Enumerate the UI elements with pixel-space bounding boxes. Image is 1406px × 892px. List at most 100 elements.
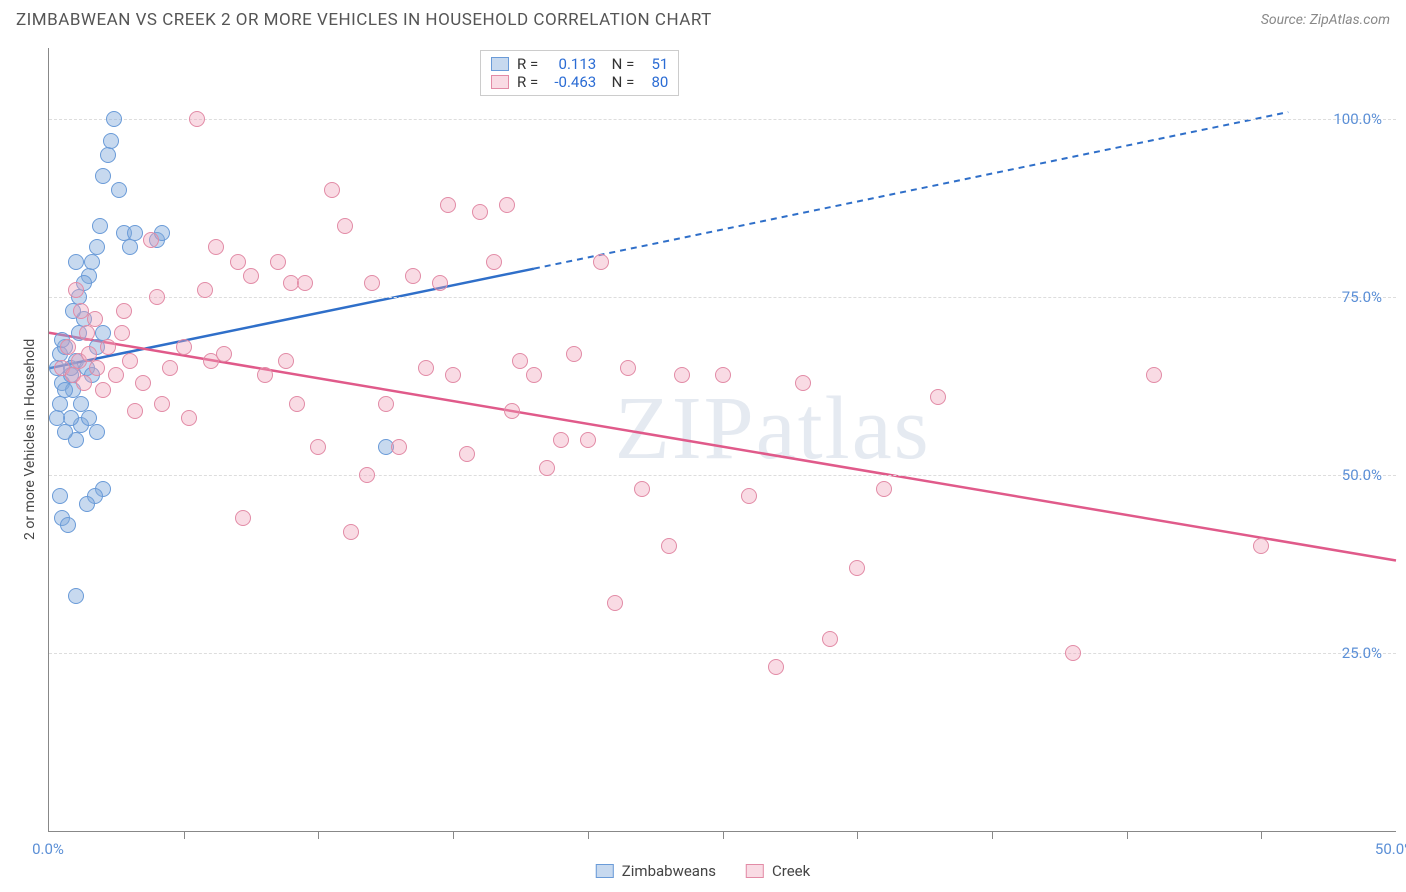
- chart-header: ZIMBABWEAN VS CREEK 2 OR MORE VEHICLES I…: [0, 0, 1406, 36]
- x-tick: [1127, 831, 1128, 839]
- chart-title: ZIMBABWEAN VS CREEK 2 OR MORE VEHICLES I…: [16, 10, 712, 30]
- scatter-point: [216, 346, 232, 362]
- scatter-point: [499, 197, 515, 213]
- y-axis-label: 2 or more Vehicles in Household: [22, 339, 38, 540]
- scatter-point: [235, 510, 251, 526]
- stat-r-value: 0.113: [546, 55, 596, 73]
- stat-n-value: 51: [642, 55, 668, 73]
- trend-lines: [49, 48, 1396, 831]
- scatter-point: [89, 239, 105, 255]
- legend-swatch: [746, 864, 764, 878]
- y-tick-label: 100.0%: [1333, 110, 1382, 128]
- gridline: [49, 475, 1396, 476]
- scatter-point: [68, 254, 84, 270]
- scatter-point: [103, 133, 119, 149]
- scatter-point: [526, 367, 542, 383]
- scatter-point: [87, 311, 103, 327]
- gridline: [49, 119, 1396, 120]
- scatter-point: [1253, 538, 1269, 554]
- legend-swatch: [596, 864, 614, 878]
- scatter-point: [60, 339, 76, 355]
- scatter-point: [106, 111, 122, 127]
- scatter-point: [391, 439, 407, 455]
- legend-item: Creek: [746, 862, 810, 880]
- gridline: [49, 653, 1396, 654]
- scatter-point: [849, 560, 865, 576]
- scatter-point: [432, 275, 448, 291]
- y-tick-label: 75.0%: [1342, 288, 1382, 306]
- scatter-point: [795, 375, 811, 391]
- scatter-point: [337, 218, 353, 234]
- scatter-point: [512, 353, 528, 369]
- x-tick-label: 50.0%: [1375, 840, 1406, 858]
- watermark: ZIPatlas: [615, 377, 931, 480]
- x-tick: [184, 831, 185, 839]
- scatter-point: [111, 182, 127, 198]
- scatter-point: [89, 360, 105, 376]
- scatter-point: [418, 360, 434, 376]
- stats-legend-box: R =0.113 N =51R =-0.463 N =80: [480, 50, 679, 96]
- scatter-point: [100, 147, 116, 163]
- scatter-point: [95, 382, 111, 398]
- scatter-point: [197, 282, 213, 298]
- scatter-point: [593, 254, 609, 270]
- scatter-point: [143, 232, 159, 248]
- scatter-point: [79, 325, 95, 341]
- scatter-point: [359, 467, 375, 483]
- scatter-point: [135, 375, 151, 391]
- scatter-point: [149, 289, 165, 305]
- stats-row: R =-0.463 N =80: [491, 73, 668, 91]
- scatter-point: [89, 424, 105, 440]
- scatter-point: [79, 496, 95, 512]
- x-tick: [723, 831, 724, 839]
- scatter-point: [189, 111, 205, 127]
- stat-n-value: 80: [642, 73, 668, 91]
- x-tick: [453, 831, 454, 839]
- scatter-point: [459, 446, 475, 462]
- scatter-point: [580, 432, 596, 448]
- scatter-point: [68, 588, 84, 604]
- scatter-point: [405, 268, 421, 284]
- scatter-point: [310, 439, 326, 455]
- scatter-point: [162, 360, 178, 376]
- legend-label: Creek: [772, 862, 810, 880]
- x-tick: [588, 831, 589, 839]
- scatter-point: [68, 282, 84, 298]
- scatter-point: [324, 182, 340, 198]
- scatter-point: [76, 375, 92, 391]
- scatter-point: [57, 382, 73, 398]
- scatter-point: [343, 524, 359, 540]
- series-swatch: [491, 57, 509, 71]
- scatter-point: [634, 481, 650, 497]
- scatter-point: [661, 538, 677, 554]
- stat-r-label: R =: [517, 73, 538, 91]
- scatter-point: [176, 339, 192, 355]
- x-tick: [1261, 831, 1262, 839]
- scatter-point: [122, 353, 138, 369]
- scatter-point: [60, 517, 76, 533]
- scatter-point: [440, 197, 456, 213]
- scatter-point: [289, 396, 305, 412]
- gridline: [49, 297, 1396, 298]
- scatter-point: [768, 659, 784, 675]
- scatter-point: [486, 254, 502, 270]
- scatter-point: [57, 424, 73, 440]
- scatter-point: [243, 268, 259, 284]
- scatter-chart: ZIPatlas R =0.113 N =51R =-0.463 N =80 2…: [48, 48, 1396, 832]
- x-tick: [992, 831, 993, 839]
- scatter-point: [715, 367, 731, 383]
- scatter-point: [472, 204, 488, 220]
- scatter-point: [114, 325, 130, 341]
- legend-item: Zimbabweans: [596, 862, 716, 880]
- scatter-point: [230, 254, 246, 270]
- scatter-point: [257, 367, 273, 383]
- scatter-point: [741, 488, 757, 504]
- scatter-point: [116, 303, 132, 319]
- scatter-point: [270, 254, 286, 270]
- scatter-point: [674, 367, 690, 383]
- scatter-point: [822, 631, 838, 647]
- scatter-point: [876, 481, 892, 497]
- scatter-point: [445, 367, 461, 383]
- scatter-point: [504, 403, 520, 419]
- legend-label: Zimbabweans: [622, 862, 716, 880]
